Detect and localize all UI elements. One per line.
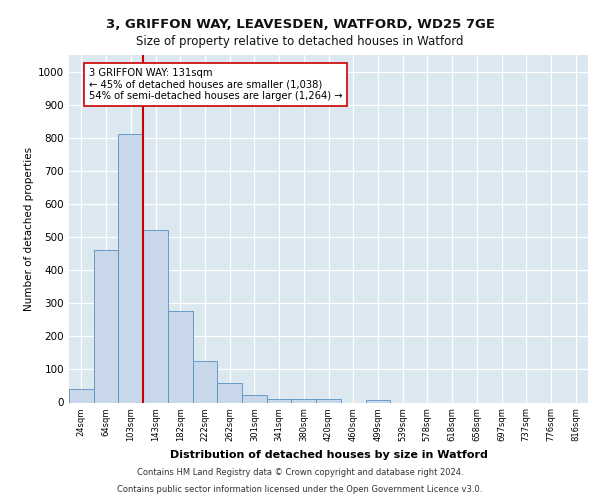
Text: Contains public sector information licensed under the Open Government Licence v3: Contains public sector information licen…	[118, 486, 482, 494]
Bar	[242, 395, 267, 402]
Bar	[143, 230, 168, 402]
Text: 3, GRIFFON WAY, LEAVESDEN, WATFORD, WD25 7GE: 3, GRIFFON WAY, LEAVESDEN, WATFORD, WD25…	[106, 18, 494, 30]
Bar	[168, 312, 193, 402]
Bar	[365, 400, 390, 402]
Text: Contains HM Land Registry data © Crown copyright and database right 2024.: Contains HM Land Registry data © Crown c…	[137, 468, 463, 477]
Bar	[292, 399, 316, 402]
Text: 3 GRIFFON WAY: 131sqm
← 45% of detached houses are smaller (1,038)
54% of semi-d: 3 GRIFFON WAY: 131sqm ← 45% of detached …	[89, 68, 343, 102]
Bar	[217, 384, 242, 402]
Bar	[193, 361, 217, 403]
Bar	[316, 399, 341, 402]
X-axis label: Distribution of detached houses by size in Watford: Distribution of detached houses by size …	[170, 450, 487, 460]
Y-axis label: Number of detached properties: Number of detached properties	[24, 146, 34, 311]
Bar	[69, 388, 94, 402]
Bar	[267, 398, 292, 402]
Text: Size of property relative to detached houses in Watford: Size of property relative to detached ho…	[136, 35, 464, 48]
Bar	[94, 250, 118, 402]
Bar	[118, 134, 143, 402]
